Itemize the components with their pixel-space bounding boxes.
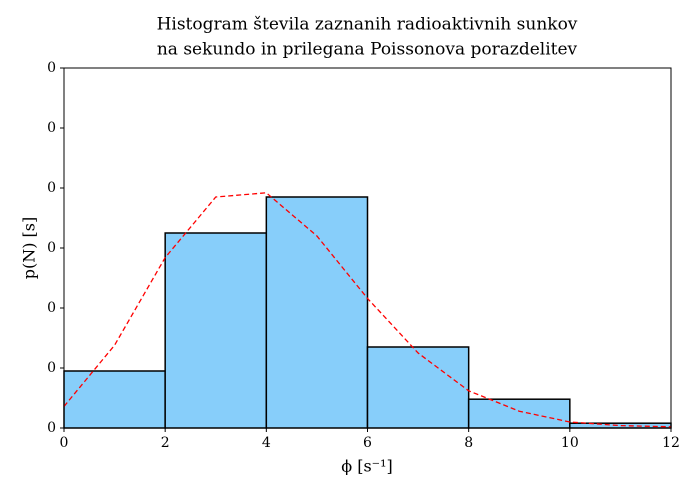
chart-title: na sekundo in prilegana Poissonova poraz… bbox=[157, 40, 578, 60]
x-tick-label: 6 bbox=[363, 435, 372, 451]
x-tick-label: 2 bbox=[161, 435, 170, 451]
x-axis-label: ϕ [s⁻¹] bbox=[341, 457, 393, 476]
histogram-bar bbox=[63, 370, 166, 429]
x-tick-label: 8 bbox=[464, 435, 473, 451]
y-tick-label: 0 bbox=[47, 300, 56, 316]
y-tick-label: 0 bbox=[47, 240, 56, 256]
histogram-bar bbox=[569, 422, 672, 429]
histogram-bar bbox=[164, 232, 268, 429]
histogram-bar bbox=[366, 346, 470, 429]
y-tick-label: 0 bbox=[47, 120, 56, 136]
x-tick-label: 0 bbox=[60, 435, 69, 451]
chart-title: Histogram števila zaznanih radioaktivnih… bbox=[157, 15, 578, 35]
x-tick-label: 12 bbox=[662, 435, 680, 451]
x-tick-label: 4 bbox=[262, 435, 271, 451]
y-tick-label: 0 bbox=[47, 420, 56, 436]
histogram-bar bbox=[265, 196, 369, 429]
fit-line bbox=[63, 192, 672, 428]
y-tick-label: 0 bbox=[47, 60, 56, 76]
y-tick-label: 0 bbox=[47, 180, 56, 196]
histogram-bar bbox=[467, 398, 571, 429]
y-tick-label: 0 bbox=[47, 360, 56, 376]
y-axis-label: p(N) [s] bbox=[20, 217, 39, 280]
x-tick-label: 10 bbox=[561, 435, 579, 451]
